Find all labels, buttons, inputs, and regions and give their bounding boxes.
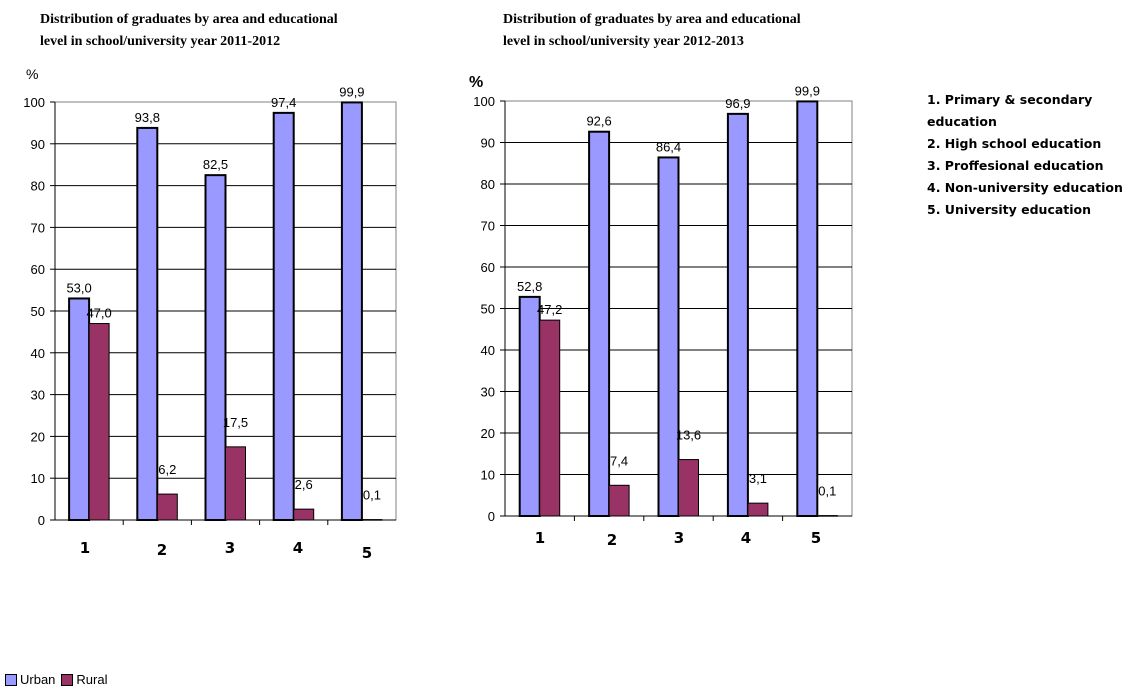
data-label-2011-rural-5: 0,1 bbox=[363, 488, 381, 503]
data-label-2011-rural-2: 6,2 bbox=[158, 462, 176, 477]
bar-2012-urban-4 bbox=[726, 112, 749, 518]
data-label-2011-rural-1: 47,0 bbox=[86, 306, 111, 321]
bar-2011-urban-5 bbox=[340, 101, 363, 521]
data-label-2012-urban-2: 92,6 bbox=[586, 114, 611, 129]
bar-2012-urban-1 bbox=[518, 295, 541, 517]
data-label-2011-urban-3: 82,5 bbox=[203, 157, 228, 172]
chart-title-2012: Distribution of graduates by area and ed… bbox=[503, 12, 801, 49]
category-legend-item-2: 2. High school education bbox=[927, 136, 1102, 151]
data-label-2012-urban-1: 52,8 bbox=[517, 279, 542, 294]
data-label-2012-urban-5: 99,9 bbox=[795, 83, 820, 98]
y-tick-label-2012-60: 60 bbox=[481, 260, 495, 275]
y-tick-label-2012-100: 100 bbox=[473, 94, 495, 109]
chart-2012: 0 10 20 30 40 50 60 70 80 90 100 52,8 47,2 1 92,6 7,4 2 8… bbox=[473, 83, 853, 549]
bar-2012-rural-3 bbox=[678, 459, 699, 517]
y-tick-label-2011-0: 0 bbox=[38, 513, 45, 528]
bar-2012-urban-5 bbox=[796, 100, 819, 517]
data-label-2011-rural-3: 17,5 bbox=[223, 415, 248, 430]
y-tick-label-2012-70: 70 bbox=[481, 219, 495, 234]
bar-2012-rural-4 bbox=[747, 502, 769, 517]
data-label-2011-rural-4: 2,6 bbox=[295, 477, 313, 492]
x-category-label-2011-1: 1 bbox=[80, 539, 90, 557]
y-tick-label-2012-50: 50 bbox=[481, 302, 495, 317]
bar-2011-urban-4 bbox=[272, 111, 295, 521]
y-tick-label-2011-40: 40 bbox=[31, 346, 45, 361]
x-category-label-2012-4: 4 bbox=[741, 529, 751, 547]
category-legend-item-3: 3. Proffesional education bbox=[927, 158, 1104, 173]
legend-swatch-urban bbox=[5, 673, 17, 686]
x-category-label-2012-5: 5 bbox=[811, 529, 821, 547]
y-tick-label-2012-10: 10 bbox=[481, 468, 495, 483]
bar-2011-urban-2 bbox=[136, 126, 159, 522]
x-category-label-2012-2: 2 bbox=[607, 531, 617, 549]
x-category-label-2011-4: 4 bbox=[293, 539, 303, 557]
x-category-label-2011-5: 5 bbox=[362, 544, 372, 562]
category-legend: 1. Primary & secondary education 2. High… bbox=[927, 89, 1127, 221]
data-label-2011-urban-5: 99,9 bbox=[339, 84, 364, 99]
legend-swatch-rural bbox=[61, 673, 74, 686]
data-label-2012-urban-4: 96,9 bbox=[725, 96, 750, 111]
data-label-2012-rural-4: 3,1 bbox=[749, 471, 767, 486]
y-tick-label-2011-100: 100 bbox=[23, 95, 45, 110]
chart-title-2011: Distribution of graduates by area and ed… bbox=[40, 12, 338, 49]
bar-2011-rural-5 bbox=[361, 519, 383, 521]
legend-label-rural: Rural bbox=[76, 672, 108, 687]
bar-2011-rural-3 bbox=[225, 446, 246, 521]
data-label-2011-urban-2: 93,8 bbox=[135, 110, 160, 125]
x-category-label-2012-3: 3 bbox=[674, 529, 684, 547]
y-tick-label-2012-30: 30 bbox=[481, 385, 495, 400]
series-legend: Urban Rural bbox=[5, 672, 114, 687]
y-tick-label-2011-80: 80 bbox=[31, 179, 45, 194]
y-tick-label-2012-0: 0 bbox=[488, 509, 495, 524]
x-category-label-2012-1: 1 bbox=[535, 529, 545, 547]
y-tick-label-2011-60: 60 bbox=[31, 262, 45, 277]
chart-2011: 0 10 20 30 40 50 60 70 80 90 100 53,0 47,0 1 93,8 6,2 2 8… bbox=[23, 84, 397, 562]
y-tick-label-2012-90: 90 bbox=[481, 136, 495, 151]
y-unit-label-2012: % bbox=[469, 74, 484, 91]
bar-2011-rural-2 bbox=[156, 493, 178, 521]
x-category-label-2011-2: 2 bbox=[157, 541, 167, 559]
bar-2012-rural-1 bbox=[539, 319, 561, 517]
data-label-2012-urban-3: 86,4 bbox=[656, 139, 681, 154]
y-tick-label-2011-70: 70 bbox=[31, 220, 45, 235]
legend-item-rural: Rural bbox=[61, 672, 108, 687]
legend-label-urban: Urban bbox=[20, 672, 56, 687]
data-label-2011-urban-4: 97,4 bbox=[271, 95, 296, 110]
bar-2011-rural-4 bbox=[293, 508, 315, 521]
bar-2012-rural-2 bbox=[608, 484, 630, 517]
y-tick-label-2011-50: 50 bbox=[31, 304, 45, 319]
y-tick-label-2011-10: 10 bbox=[31, 471, 45, 486]
data-label-2011-urban-1: 53,0 bbox=[66, 280, 91, 295]
y-tick-label-2011-30: 30 bbox=[31, 388, 45, 403]
y-tick-label-2012-80: 80 bbox=[481, 177, 495, 192]
category-legend-item-4: 4. Non-university education bbox=[927, 180, 1123, 195]
y-tick-label-2011-20: 20 bbox=[31, 429, 45, 444]
y-tick-label-2012-40: 40 bbox=[481, 343, 495, 358]
bar-2011-rural-1 bbox=[88, 323, 110, 521]
data-label-2012-rural-5: 0,1 bbox=[818, 484, 836, 499]
x-category-label-2011-3: 3 bbox=[225, 539, 235, 557]
category-legend-item-1: 1. Primary & secondary education bbox=[927, 92, 1093, 129]
data-label-2012-rural-2: 7,4 bbox=[610, 453, 628, 468]
category-legend-item-5: 5. University education bbox=[927, 202, 1092, 217]
legend-item-urban: Urban bbox=[5, 672, 55, 687]
y-tick-label-2012-20: 20 bbox=[481, 426, 495, 441]
bar-2011-urban-3 bbox=[204, 174, 227, 521]
data-label-2012-rural-1: 47,2 bbox=[537, 302, 562, 317]
bar-2012-rural-5 bbox=[816, 515, 838, 517]
data-label-2012-rural-3: 13,6 bbox=[676, 428, 701, 443]
bar-2011-urban-1 bbox=[68, 297, 91, 521]
bar-2012-urban-2 bbox=[588, 130, 611, 518]
y-tick-label-2011-90: 90 bbox=[31, 137, 45, 152]
bar-2012-urban-3 bbox=[657, 156, 680, 517]
y-unit-label-2011: % bbox=[26, 66, 39, 82]
